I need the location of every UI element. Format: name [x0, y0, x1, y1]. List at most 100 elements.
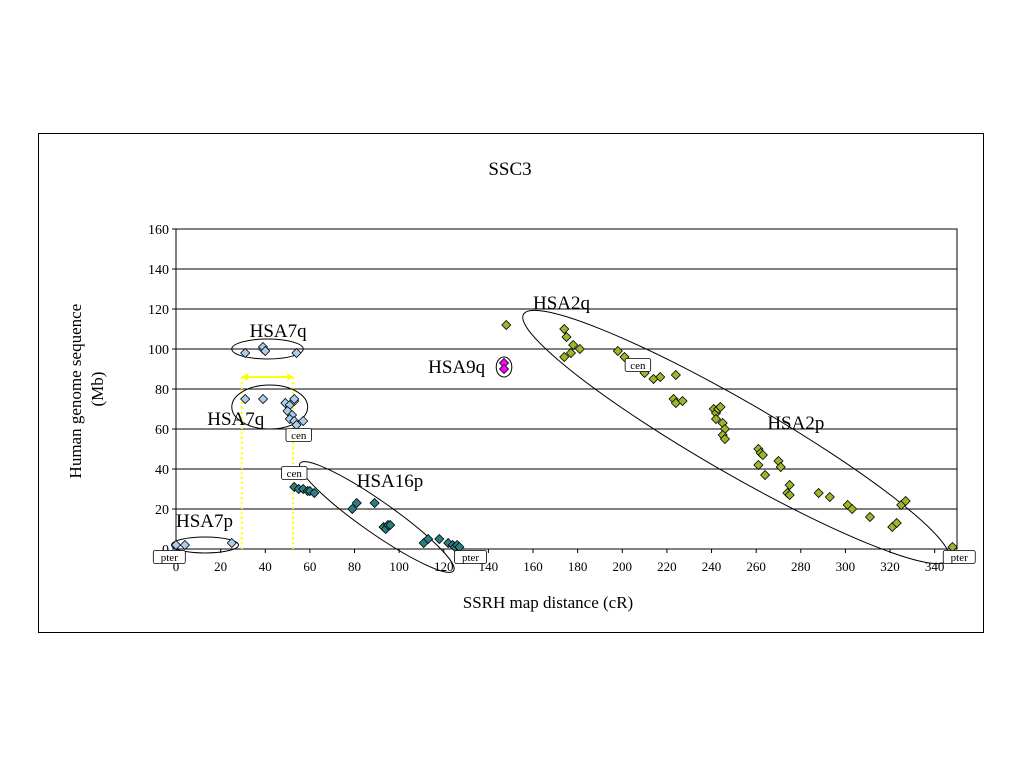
marker-label: pter: [161, 552, 178, 564]
y-axis-label-line-2: (Mb): [88, 372, 107, 407]
marker-box: [942, 550, 976, 564]
data-point: [719, 433, 730, 445]
x-tick-label: 240: [702, 559, 722, 574]
y-tick-label: 140: [148, 263, 169, 278]
marker-pter: pter: [454, 550, 487, 564]
data-point: [574, 343, 585, 355]
data-point: [351, 497, 362, 509]
data-point: [498, 363, 510, 375]
y-tick-label: 80: [155, 383, 169, 398]
data-point: [864, 511, 876, 523]
x-tick-label: 180: [568, 559, 588, 574]
region-label: HSA7q: [207, 409, 265, 430]
data-point: [784, 489, 795, 501]
region-label: HSA9q: [428, 357, 486, 378]
group-ellipses: [171, 309, 950, 573]
marker-pter: pter: [942, 550, 976, 564]
data-points: [170, 319, 958, 553]
data-point: [775, 461, 786, 473]
data-point: [423, 533, 434, 545]
data-point: [710, 413, 722, 425]
annotations: HSA7q HSA7q HSA7p HSA16p HSA9q HSA2q HSA2p: [176, 293, 824, 532]
y-tick-label: 100: [148, 343, 169, 358]
x-tick-label: 200: [613, 559, 633, 574]
data-point: [753, 459, 764, 471]
marker-label: cen: [287, 468, 303, 480]
data-point: [240, 393, 251, 405]
data-point: [347, 503, 358, 515]
marker-label: pter: [951, 552, 968, 564]
data-point: [760, 469, 771, 481]
data-point: [298, 415, 309, 427]
chart-title: SSC3: [488, 159, 531, 180]
group-ellipse: [231, 384, 309, 430]
data-point: [501, 319, 512, 331]
data-point: [257, 393, 269, 405]
yellow-arrow-head: [287, 373, 294, 381]
x-tick-label: 100: [389, 559, 409, 574]
group-ellipse: [522, 309, 950, 565]
data-point: [240, 347, 251, 359]
marker-box: [152, 550, 186, 564]
marker-box: [454, 550, 487, 564]
marker-box: [285, 428, 312, 442]
region-label: HSA2q: [533, 293, 591, 314]
x-tick-label: 260: [746, 559, 766, 574]
data-point: [289, 393, 300, 405]
marker-cen: cen: [285, 428, 312, 442]
x-tick-label: 40: [259, 559, 272, 574]
y-tick-label: 40: [155, 463, 169, 478]
y-tick-label: 60: [155, 423, 169, 438]
y-tick-label: 120: [148, 303, 169, 318]
region-label: HSA7p: [176, 511, 233, 532]
scatter-chart: SSC3 02040608010012014016002040608010012…: [66, 159, 976, 612]
axes: 0204060801001201401600204060801001201401…: [148, 223, 944, 574]
position-markers: cen cen cen pter pter pter: [152, 358, 976, 564]
data-point: [568, 339, 579, 351]
x-tick-label: 340: [925, 559, 945, 574]
marker-label: pter: [462, 552, 479, 564]
data-point: [847, 503, 858, 515]
data-point: [385, 519, 396, 531]
data-point: [757, 449, 768, 461]
region-label: HSA2p: [767, 413, 824, 434]
marker-pter: pter: [152, 550, 186, 564]
data-point: [784, 479, 795, 491]
data-point: [309, 487, 320, 499]
x-tick-label: 220: [657, 559, 677, 574]
data-point: [559, 351, 570, 363]
data-point: [612, 345, 623, 357]
data-point: [226, 537, 237, 549]
group-ellipse: [231, 338, 304, 360]
data-point: [891, 517, 902, 529]
y-axis-label: Human genome sequence (Mb): [66, 300, 107, 479]
data-point: [655, 371, 666, 383]
x-tick-label: 20: [214, 559, 227, 574]
y-tick-label: 160: [148, 223, 169, 238]
yellow-guides: [240, 373, 295, 549]
data-point: [170, 539, 182, 551]
x-tick-label: 80: [348, 559, 361, 574]
marker-label: cen: [630, 360, 646, 372]
data-point: [434, 533, 445, 545]
data-point: [179, 539, 190, 551]
region-label: HSA16p: [357, 471, 424, 492]
data-point: [369, 497, 380, 509]
group-ellipse: [495, 356, 513, 378]
x-tick-label: 160: [523, 559, 543, 574]
data-point: [260, 345, 271, 357]
marker-cen: cen: [624, 358, 652, 372]
chart-frame: SSC3 02040608010012014016002040608010012…: [38, 133, 984, 633]
y-axis-label-line-1: Human genome sequence: [66, 304, 85, 479]
x-tick-label: 300: [836, 559, 856, 574]
data-point: [561, 331, 572, 343]
marker-cen: cen: [281, 466, 308, 480]
x-tick-label: 280: [791, 559, 811, 574]
data-point: [565, 347, 577, 359]
x-axis-label: SSRH map distance (cR): [463, 593, 633, 612]
marker-label: cen: [291, 430, 307, 442]
yellow-arrow-head: [241, 373, 248, 381]
data-point: [715, 401, 726, 413]
group-ellipse: [299, 461, 455, 573]
data-point: [900, 495, 911, 507]
